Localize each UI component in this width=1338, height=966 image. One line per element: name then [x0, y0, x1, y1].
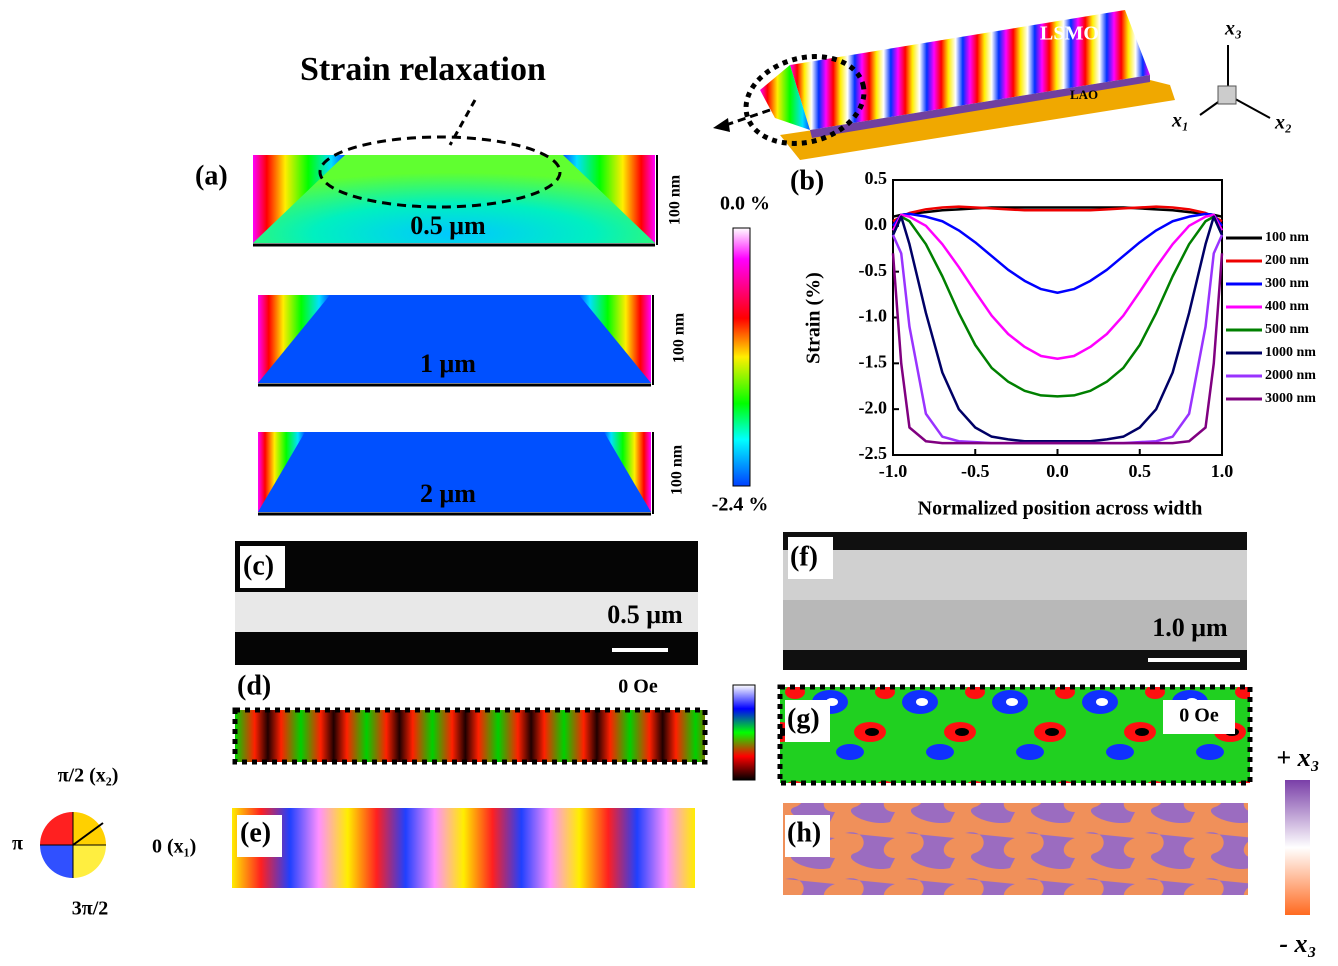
series-line [893, 207, 1222, 222]
width-label: 2 μm [420, 479, 476, 508]
legend-label: 2000 nm [1265, 368, 1316, 383]
panel-label: (b) [790, 165, 824, 196]
y-axis-title: Strain (%) [803, 272, 825, 364]
panel-e: (e) [232, 808, 695, 888]
annotation: Strain relaxation [300, 51, 546, 88]
series-line [893, 235, 1222, 443]
x-tick-label: -0.5 [961, 461, 990, 481]
film-label: LSMO [1040, 23, 1099, 45]
legend-label: 400 nm [1265, 299, 1309, 314]
width-label: 1 μm [420, 349, 476, 378]
colorbar-max: 0.0 % [720, 193, 770, 215]
field-label: 0 Oe [1179, 705, 1219, 727]
panel-b: (b) Normalized position across width Str… [790, 165, 1316, 519]
legend-label: 100 nm [1265, 230, 1309, 245]
scale-label: 1.0 μm [1152, 613, 1228, 642]
polarity-label: + x₃ [1276, 743, 1319, 772]
color-wheel: π/2 (x₂) π 0 (x₁) 3π/2 [12, 765, 196, 920]
y-tick-label: -0.5 [859, 260, 888, 280]
y-tick-label: 0.0 [865, 214, 888, 234]
wheel-label: 3π/2 [72, 898, 109, 920]
y-tick-label: -1.0 [859, 306, 888, 326]
series-line [893, 217, 1222, 442]
series-line [893, 253, 1222, 443]
x-tick-label: 0.5 [1129, 461, 1152, 481]
wheel-label: π [12, 833, 23, 855]
panel-c: (c) 0.5 μm [235, 541, 698, 665]
series-line [893, 208, 1222, 217]
axis-label: x₃ [1224, 18, 1242, 40]
scale-label: 0.5 μm [607, 600, 683, 629]
x-tick-label: 0.0 [1046, 461, 1069, 481]
x-tick-label: 1.0 [1211, 461, 1234, 481]
legend-label: 500 nm [1265, 322, 1309, 337]
thickness-label: 100 nm [667, 174, 684, 225]
x-axis-title: Normalized position across width [918, 498, 1203, 520]
field-label: 0 Oe [618, 676, 658, 698]
panel-label: (d) [237, 670, 271, 701]
y-tick-label: 0.5 [865, 168, 888, 188]
width-label: 0.5 μm [410, 211, 486, 240]
panel-label: (g) [787, 703, 820, 734]
panel-g: (g) 0 Oe [780, 687, 1250, 783]
legend-label: 3000 nm [1265, 391, 1316, 406]
legend-label: 200 nm [1265, 253, 1309, 268]
panel-a: Strain relaxation (a) 0.5 μm 100 nm 1 μm… [195, 51, 770, 516]
panel-label: (a) [195, 160, 228, 191]
panel-label: (h) [787, 817, 821, 848]
y-tick-label: -2.5 [859, 443, 888, 463]
legend-label: 1000 nm [1265, 345, 1316, 360]
polarity-label: - x₃ [1279, 929, 1316, 958]
panel-label: (e) [240, 817, 271, 848]
panel-label: (c) [243, 550, 274, 581]
panel-d: (d) 0 Oe [235, 670, 755, 780]
thickness-label: 100 nm [669, 444, 686, 495]
schematic: LSMO LAO x₃ x₁ x₂ [713, 10, 1292, 160]
series-line [893, 214, 1222, 293]
figure: LSMO LAO x₃ x₁ x₂ Strain relaxation (a) … [0, 0, 1338, 966]
x-tick-label: -1.0 [879, 461, 908, 481]
colorbar-min: -2.4 % [712, 494, 769, 516]
axis-label: x₁ [1171, 110, 1189, 132]
panel-f: (f) 1.0 μm [783, 532, 1247, 670]
legend-label: 300 nm [1265, 276, 1309, 291]
wheel-label: π/2 (x₂) [58, 765, 119, 787]
substrate-label: LAO [1070, 87, 1098, 102]
thickness-label: 100 nm [671, 312, 688, 363]
y-tick-label: -2.0 [859, 397, 888, 417]
panel-label: (f) [790, 541, 818, 572]
axis-label: x₂ [1274, 112, 1292, 134]
wheel-label: 0 (x₁) [152, 836, 196, 858]
series-line [893, 215, 1222, 359]
y-tick-label: -1.5 [859, 351, 888, 371]
